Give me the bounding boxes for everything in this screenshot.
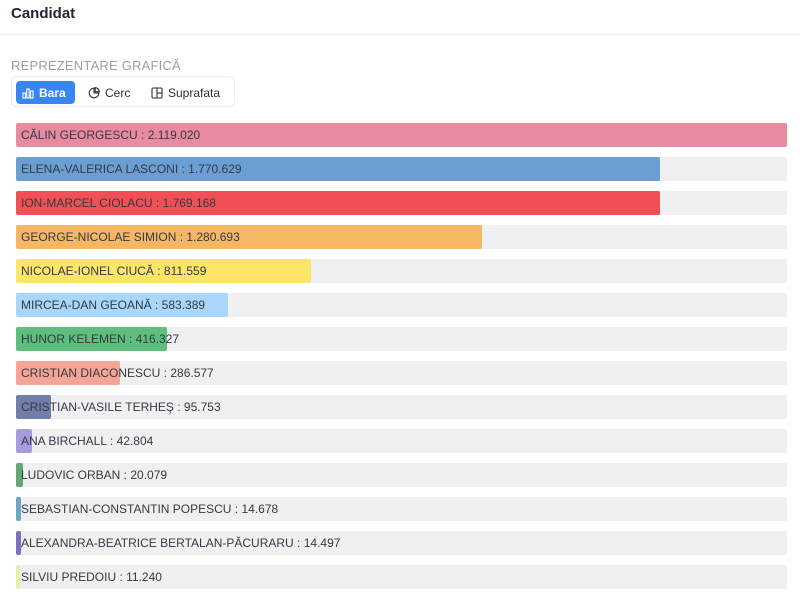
bar: [16, 463, 24, 487]
bar-row[interactable]: MIRCEA-DAN GEOANĂ : 583.389: [16, 293, 787, 317]
chart-type-tabs: Bara Cerc Suprafata: [11, 76, 235, 107]
tab-suprafata-label: Suprafata: [168, 85, 221, 100]
bar-label: CRISTIAN-VASILE TERHEŞ : 95.753: [21, 400, 221, 414]
pie-chart-icon: [88, 86, 100, 98]
bar-row[interactable]: ALEXANDRA-BEATRICE BERTALAN-PĂCURARU : 1…: [16, 531, 787, 555]
bar-row[interactable]: CRISTIAN-VASILE TERHEŞ : 95.753: [16, 395, 787, 419]
bar-label: CĂLIN GEORGESCU : 2.119.020: [21, 128, 201, 142]
bar: [16, 531, 22, 555]
bar-row[interactable]: HUNOR KELEMEN : 416.327: [16, 327, 787, 351]
bar-row[interactable]: SEBASTIAN-CONSTANTIN POPESCU : 14.678: [16, 497, 787, 521]
bar: [16, 565, 21, 589]
area-layout-icon: [151, 86, 163, 99]
page-title: Candidat: [11, 5, 76, 22]
bar-row[interactable]: GEORGE-NICOLAE SIMION : 1.280.693: [16, 225, 787, 249]
candidate-bar-chart: CĂLIN GEORGESCU : 2.119.020 ELENA-VALERIC…: [16, 123, 787, 589]
bar-label: ION-MARCEL CIOLACU : 1.769.168: [21, 196, 216, 210]
bar-row[interactable]: CĂLIN GEORGESCU : 2.119.020: [16, 123, 787, 147]
bar-row[interactable]: CRISTIAN DIACONESCU : 286.577: [16, 361, 787, 385]
bar-label: SILVIU PREDOIU : 11.240: [21, 570, 162, 584]
bar-label: ANA BIRCHALL : 42.804: [21, 434, 154, 448]
bar-track: [16, 361, 787, 385]
bar: [16, 191, 660, 215]
bar-track: [16, 531, 787, 555]
bar-label: HUNOR KELEMEN : 416.327: [21, 332, 180, 346]
bar-track: [16, 429, 787, 453]
bar-label: SEBASTIAN-CONSTANTIN POPESCU : 14.678: [21, 502, 279, 516]
bar-track: [16, 463, 787, 487]
bar-label: ALEXANDRA-BEATRICE BERTALAN-PĂCURARU : 1…: [21, 536, 341, 550]
bar: [16, 123, 787, 147]
tab-cerc[interactable]: Cerc: [82, 81, 140, 104]
bar: [16, 157, 661, 181]
tab-suprafata[interactable]: Suprafata: [145, 81, 231, 104]
tab-bara[interactable]: Bara: [16, 81, 75, 104]
bar-row[interactable]: NICOLAE-IONEL CIUCĂ : 811.559: [16, 259, 787, 283]
bar: [16, 429, 32, 453]
section-label: REPREZENTARE GRAFICĂ: [11, 58, 181, 73]
bar-label: NICOLAE-IONEL CIUCĂ : 811.559: [21, 264, 207, 278]
bar: [16, 293, 229, 317]
bar: [16, 395, 51, 419]
bar-label: ELENA-VALERICA LASCONI : 1.770.629: [21, 162, 242, 176]
bar-label: LUDOVIC ORBAN : 20.079: [21, 468, 168, 482]
bar: [16, 361, 121, 385]
bar: [16, 225, 482, 249]
bar-track: [16, 395, 787, 419]
bar-label: GEORGE-NICOLAE SIMION : 1.280.693: [21, 230, 240, 244]
bar-row[interactable]: ANA BIRCHALL : 42.804: [16, 429, 787, 453]
bar-row[interactable]: ELENA-VALERICA LASCONI : 1.770.629: [16, 157, 787, 181]
bar-label: CRISTIAN DIACONESCU : 286.577: [21, 366, 214, 380]
bar-row[interactable]: SILVIU PREDOIU : 11.240: [16, 565, 787, 589]
header-bar: Candidat: [0, 0, 800, 35]
bar-track: [16, 497, 787, 521]
bar-chart-icon: [22, 87, 34, 99]
bar-track: [16, 565, 787, 589]
bar-label: MIRCEA-DAN GEOANĂ : 583.389: [21, 298, 206, 312]
bar-row[interactable]: ION-MARCEL CIOLACU : 1.769.168: [16, 191, 787, 215]
bar-row[interactable]: LUDOVIC ORBAN : 20.079: [16, 463, 787, 487]
tab-bara-label: Bara: [39, 85, 66, 100]
bar: [16, 259, 312, 283]
tab-cerc-label: Cerc: [105, 85, 131, 100]
bar: [16, 497, 22, 521]
bar: [16, 327, 168, 351]
